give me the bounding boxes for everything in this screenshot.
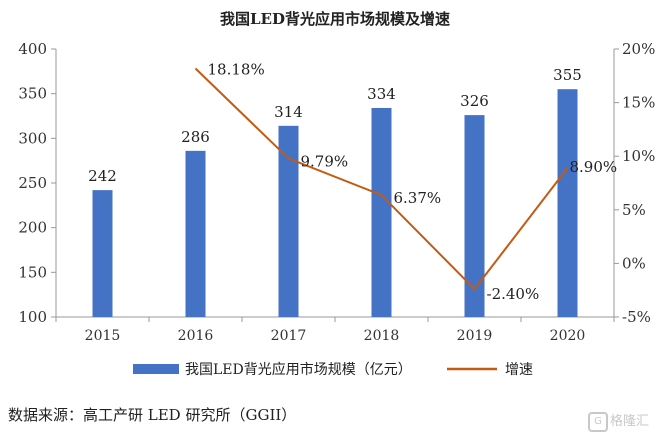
chart-axes: 100 150 200 250 300 350 400 -5% 0% 5% 10% 15% 20% 201… xyxy=(18,40,655,344)
bar xyxy=(278,125,299,318)
y-right-tick-label: 15% xyxy=(622,94,655,112)
y-right-tick-label: 0% xyxy=(622,254,646,272)
bar xyxy=(185,150,206,317)
x-tick-label: 2016 xyxy=(178,328,214,344)
bar xyxy=(464,115,485,318)
chart-bars xyxy=(92,89,578,318)
x-tick-label: 2020 xyxy=(550,328,586,344)
x-tick-label: 2018 xyxy=(364,328,400,344)
y-left-tick-label: 200 xyxy=(18,219,47,237)
y-left-tick-label: 400 xyxy=(18,40,47,58)
bar xyxy=(557,89,578,317)
y-right-tick-label: 5% xyxy=(622,201,646,219)
y-right-tick-label: 20% xyxy=(622,40,655,58)
bar-value-label: 314 xyxy=(274,103,303,121)
chart-legend: 我国LED背光应用市场规模（亿元） 增速 xyxy=(133,361,533,378)
legend-line-label: 增速 xyxy=(505,362,533,378)
bar xyxy=(92,190,113,317)
growth-value-label: 8.90% xyxy=(570,158,618,176)
growth-value-label: 6.37% xyxy=(394,189,442,207)
growth-value-label: 9.79% xyxy=(301,152,349,170)
growth-value-label: 18.18% xyxy=(208,61,265,79)
x-tick-label: 2017 xyxy=(271,328,307,344)
bar-value-label: 242 xyxy=(88,167,117,185)
bar-value-label: 286 xyxy=(181,128,210,146)
watermark: G 格隆汇 xyxy=(588,410,649,432)
x-tick-label: 2019 xyxy=(457,328,493,344)
watermark-text: 格隆汇 xyxy=(610,414,650,429)
bar-value-label: 326 xyxy=(460,92,489,110)
watermark-logo-icon: G xyxy=(588,411,608,432)
bar xyxy=(371,107,392,318)
y-left-tick-label: 100 xyxy=(18,308,47,326)
bar-value-label: 334 xyxy=(367,85,396,103)
y-right-tick-label: 10% xyxy=(622,147,655,165)
y-right-tick-label: -5% xyxy=(622,308,651,326)
growth-value-label: -2.40% xyxy=(487,285,540,303)
y-left-tick-label: 300 xyxy=(18,129,47,147)
chart-data-labels: 242 286 314 334 326 355 18.18% 9.79% 6.37% -2.40%… xyxy=(88,61,617,304)
source-note: 数据来源：高工产研 LED 研究所（GGII） xyxy=(8,406,297,424)
x-tick-label: 2015 xyxy=(85,328,121,344)
growth-line xyxy=(194,67,569,291)
chart-title: 我国LED背光应用市场规模及增速 xyxy=(220,10,450,28)
y-left-tick-label: 150 xyxy=(18,263,47,281)
legend-bar-label: 我国LED背光应用市场规模（亿元） xyxy=(185,361,412,378)
y-left-tick-label: 350 xyxy=(18,85,47,103)
chart-growth-line xyxy=(194,67,569,291)
bar-value-label: 355 xyxy=(553,66,582,84)
legend-bar-swatch xyxy=(133,364,179,374)
y-left-tick-label: 250 xyxy=(18,174,47,192)
